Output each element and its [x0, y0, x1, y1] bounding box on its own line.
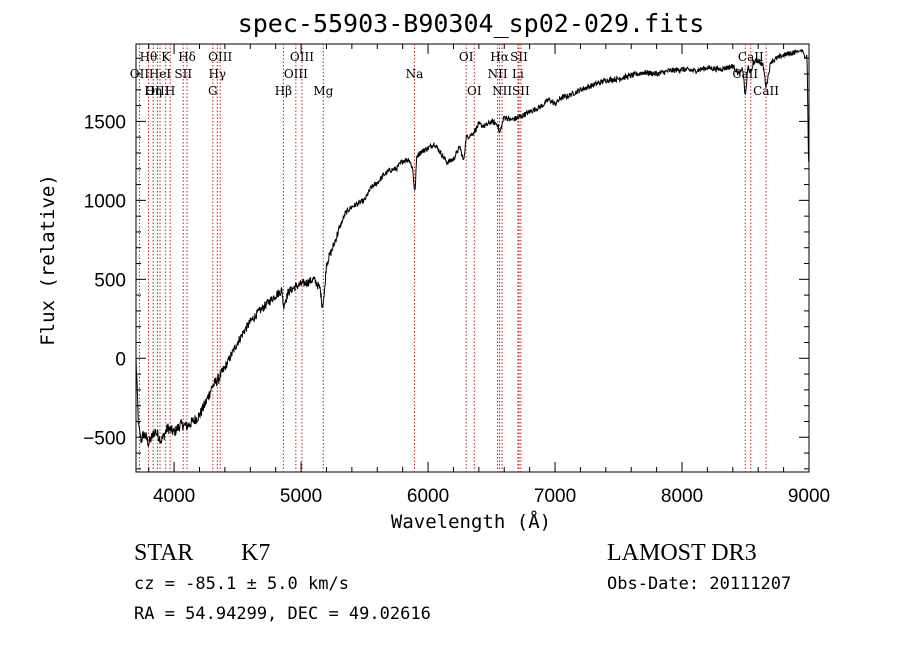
- spectral-line-label: Hγ: [208, 67, 226, 81]
- spectral-line-label: Hδ: [178, 50, 196, 64]
- x-axis-label: Wavelength (Å): [391, 510, 551, 533]
- spectral-line-label: CaII: [753, 84, 779, 98]
- obs-date: Obs-Date: 20111207: [607, 574, 791, 594]
- object-subclass: K7: [241, 540, 270, 566]
- plot-frame: [135, 43, 810, 473]
- spectral-line-label: SII: [174, 67, 192, 81]
- spectral-line-label: OIII: [290, 50, 314, 64]
- y-axis-ticks: −500 0 500 1000 1500: [83, 57, 809, 470]
- y-tick-label: 1500: [84, 112, 126, 133]
- spectral-line-label: HeI: [149, 67, 172, 81]
- spectral-line-label: Hθ: [140, 50, 158, 64]
- x-tick-label: 5000: [280, 486, 322, 507]
- y-tick-label: 0: [115, 349, 126, 370]
- y-tick-label: 1000: [84, 191, 126, 212]
- spectral-line-label: Na: [406, 67, 424, 81]
- spectral-line-label: NII: [488, 67, 508, 81]
- spectral-line-markers: [138, 44, 767, 472]
- y-tick-label: 500: [94, 270, 126, 291]
- flux-series-line: [135, 48, 810, 448]
- chart-title: spec-55903-B90304_sp02-029.fits: [238, 9, 705, 38]
- x-tick-label: 7000: [534, 486, 576, 507]
- spectral-line-label: OIII: [284, 67, 308, 81]
- spectral-line-label: Hα: [490, 50, 509, 64]
- coordinates: RA = 54.94299, DEC = 49.02616: [134, 604, 431, 624]
- spectral-line-label: OI: [467, 84, 482, 98]
- spectral-line-label: G: [208, 84, 218, 98]
- spectral-line-label: OIII: [145, 84, 169, 98]
- x-tick-label: 6000: [407, 486, 449, 507]
- x-tick-label: 4000: [153, 486, 195, 507]
- y-axis-label: Flux (relative): [37, 174, 59, 346]
- spectral-line-label: SII: [510, 50, 528, 64]
- survey-name: LAMOST DR3: [607, 540, 757, 566]
- object-class: STAR: [134, 540, 193, 566]
- spectral-line-label: SII: [512, 84, 530, 98]
- spectral-line-label: K: [161, 50, 171, 64]
- spectral-line-label: Hβ: [275, 84, 292, 98]
- x-tick-label: 9000: [788, 486, 830, 507]
- spectral-line-label: Li: [512, 67, 524, 81]
- spectral-line-label: NII: [492, 84, 512, 98]
- spectral-line-label: H: [165, 84, 175, 98]
- x-axis-ticks: 4000 5000 6000 7000 8000 9000: [148, 44, 830, 507]
- spectral-line-label: Hη: [144, 84, 162, 98]
- spectral-line-label: Mg: [313, 84, 333, 98]
- spectral-line-label: OI: [459, 50, 474, 64]
- spectral-line-label: OIII: [208, 50, 232, 64]
- redshift-text: cz = -85.1 ± 5.0 km/s: [134, 574, 349, 594]
- x-tick-label: 8000: [661, 486, 703, 507]
- y-tick-label: −500: [83, 428, 126, 449]
